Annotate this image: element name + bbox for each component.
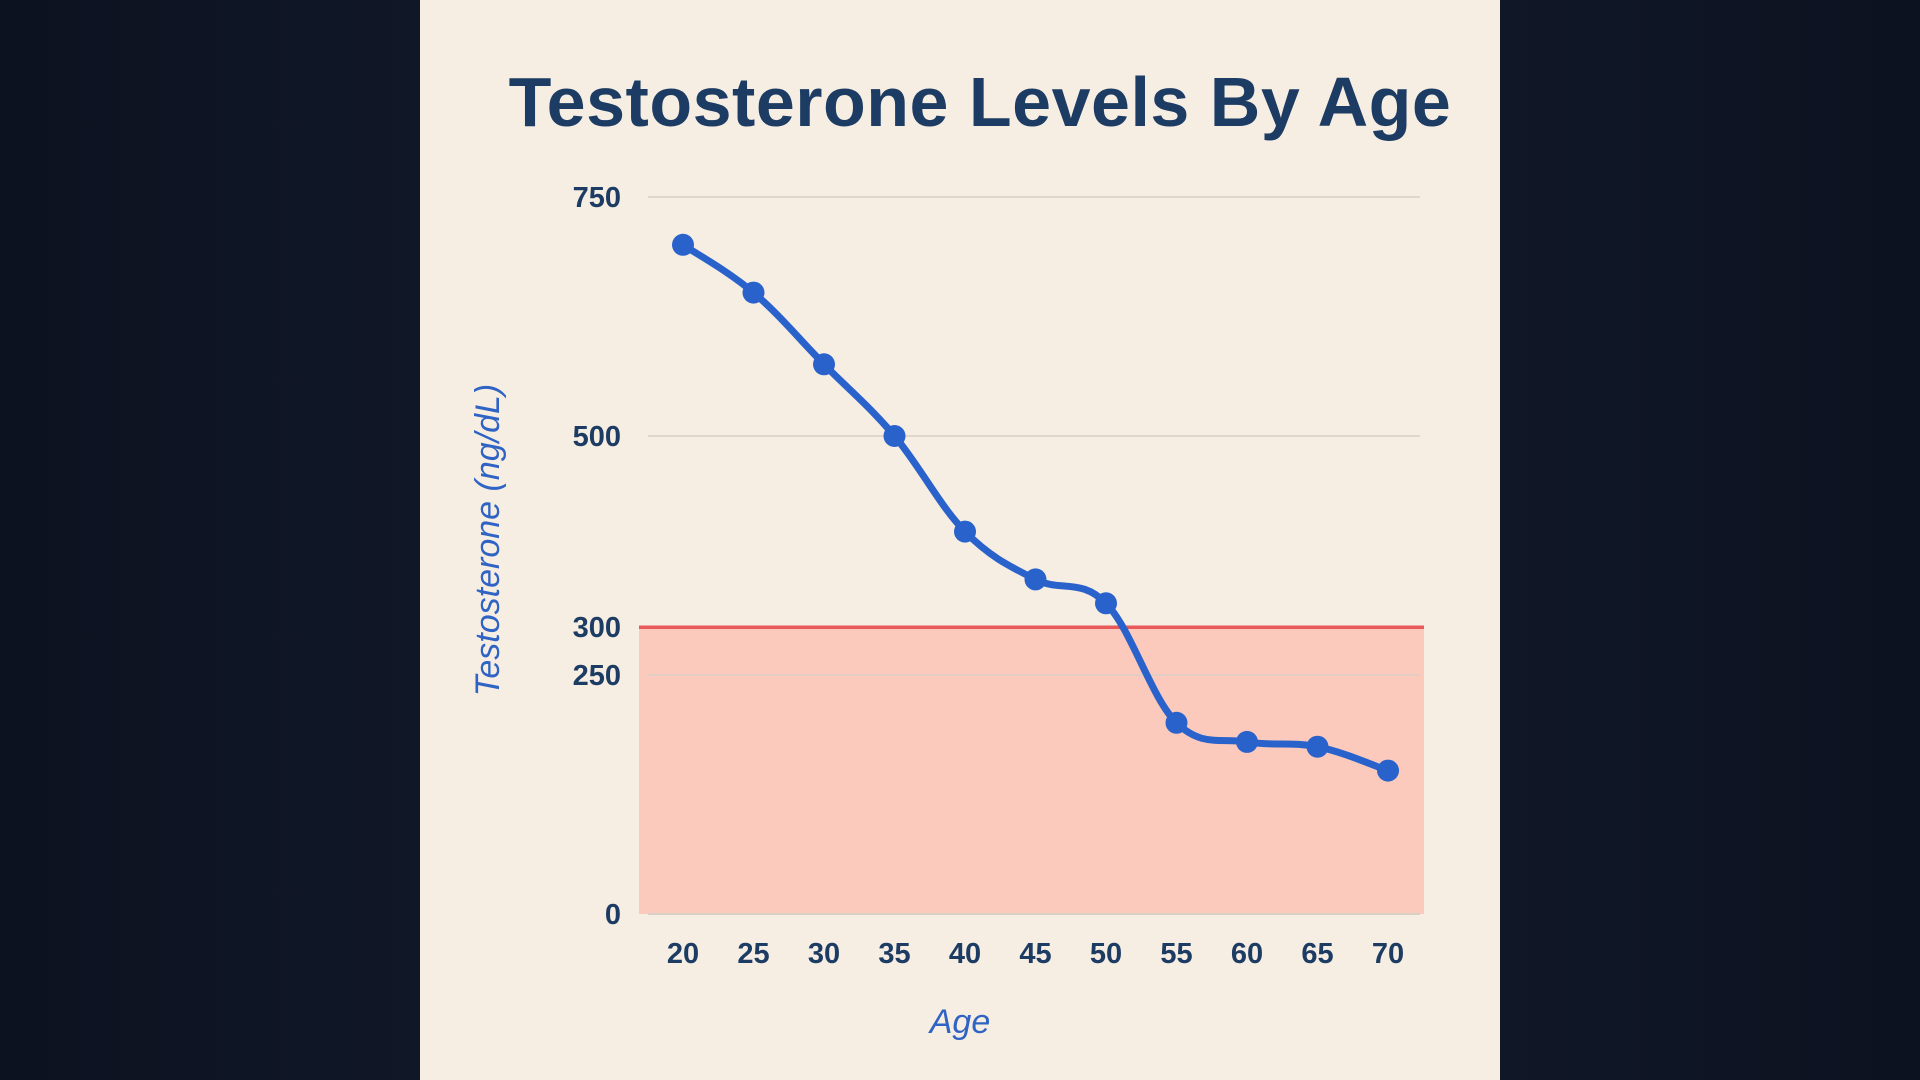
data-point-70 [1377,759,1399,782]
data-point-45 [1024,568,1047,591]
x-tick-label: 55 [1160,938,1192,970]
data-point-60 [1236,730,1258,753]
data-point-20 [672,233,694,256]
x-tick-label: 25 [737,938,769,970]
y-tick-label: 750 [573,182,621,214]
y-tick-label: 250 [573,660,621,692]
data-points [672,233,1399,782]
y-tick-label: 300 [573,612,621,644]
x-tick-label: 40 [949,938,981,970]
chart-panel: Testosterone Levels By Age 0 250 300 500 750… [420,0,1500,1080]
background-left [0,0,420,1080]
below-threshold-shade [639,627,1424,914]
line-chart: 0 250 300 500 750 20 25 30 35 40 45 50 55 60 65 70 Age… [469,182,1424,1041]
x-tick-label: 60 [1231,938,1263,970]
x-tick-label: 30 [808,938,840,970]
x-tick-label: 35 [878,938,910,970]
x-axis-ticks: 20 25 30 35 40 45 50 55 60 65 70 [667,938,1404,970]
x-tick-label: 65 [1301,938,1333,970]
y-axis-ticks: 0 250 300 500 750 [573,182,621,931]
x-tick-label: 70 [1372,938,1404,970]
data-point-30 [813,353,835,376]
x-tick-label: 20 [667,938,699,970]
gridlines [648,196,1420,676]
x-tick-label: 50 [1090,938,1122,970]
data-point-35 [883,425,906,447]
x-tick-label: 45 [1019,938,1051,970]
x-axis-title: Age [928,1003,991,1041]
y-tick-label: 0 [605,899,621,931]
data-point-25 [742,281,765,304]
data-point-55 [1165,711,1188,734]
background-right [1500,0,1920,1080]
y-tick-label: 500 [573,421,621,453]
data-point-65 [1306,735,1329,758]
y-axis-title: Testosterone (ng/dL) [469,384,507,697]
data-point-40 [954,520,976,543]
chart-title: Testosterone Levels By Age [508,63,1452,141]
data-point-50 [1095,592,1117,615]
